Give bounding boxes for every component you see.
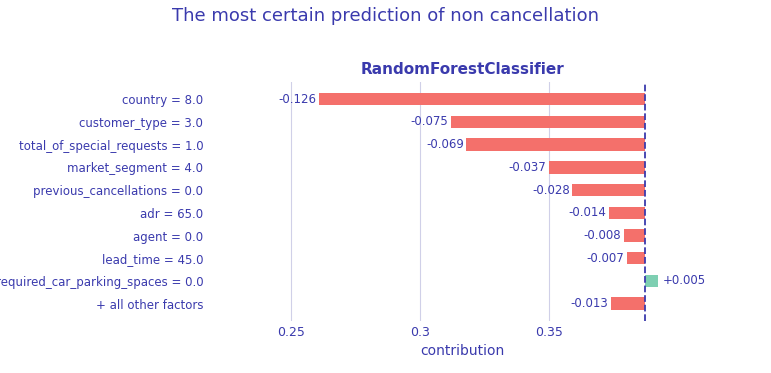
Text: -0.014: -0.014 [568,206,606,219]
Text: -0.075: -0.075 [411,115,449,128]
Text: -0.126: -0.126 [278,93,317,106]
Text: -0.013: -0.013 [571,297,608,310]
Text: -0.037: -0.037 [509,161,547,174]
Text: +0.005: +0.005 [663,275,706,288]
Text: The most certain prediction of non cancellation: The most certain prediction of non cance… [172,7,599,25]
Bar [624,229,645,242]
Bar [572,184,645,196]
Bar [608,207,645,219]
Bar [549,161,645,173]
X-axis label: contribution: contribution [420,344,505,358]
Bar [645,275,658,287]
Text: -0.069: -0.069 [426,138,464,151]
Bar [319,93,645,106]
Title: RandomForestClassifier: RandomForestClassifier [361,62,564,77]
Bar [627,252,645,264]
Bar [466,138,645,151]
Text: -0.007: -0.007 [586,252,624,265]
Text: -0.008: -0.008 [584,229,621,242]
Bar [451,116,645,128]
Text: -0.028: -0.028 [532,184,570,197]
Bar [611,297,645,310]
